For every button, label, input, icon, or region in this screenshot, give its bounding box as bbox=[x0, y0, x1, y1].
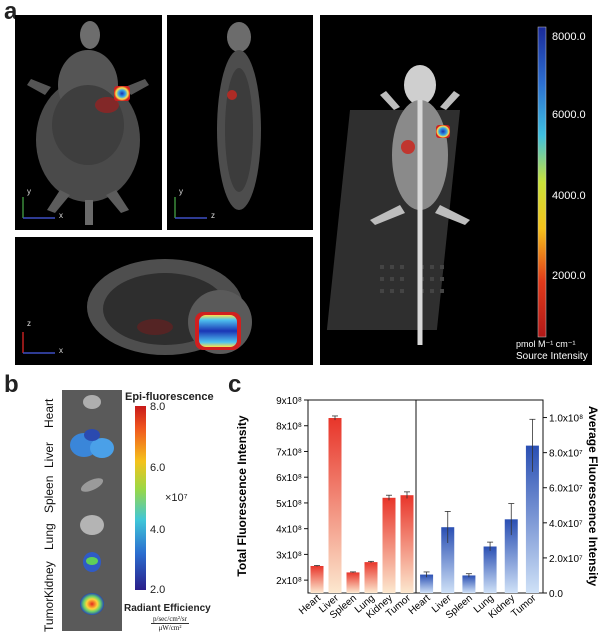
bar-total-kidney bbox=[382, 497, 396, 593]
right-tick-label: 1.0x10⁸ bbox=[549, 414, 583, 425]
bar-total-liver bbox=[328, 418, 342, 593]
left-tick-label: 5x10⁸ bbox=[276, 499, 302, 510]
colorbar-tick: 4000.0 bbox=[552, 190, 586, 202]
right-tick-label: 0.0 bbox=[549, 589, 563, 600]
ct-view-coronal: y x bbox=[15, 15, 162, 230]
fluorescence-spot bbox=[114, 86, 130, 101]
left-tick-label: 9x10⁸ bbox=[276, 396, 302, 407]
right-tick-label: 6.0x10⁷ bbox=[549, 484, 583, 495]
axis-v-label: y bbox=[27, 187, 31, 196]
organ-label-kidney: Kidney bbox=[42, 561, 56, 598]
colorbar-unit: pmol M⁻¹ cm⁻¹ bbox=[516, 339, 576, 349]
lung-sample bbox=[80, 515, 104, 535]
source-intensity-colorbar bbox=[537, 26, 547, 338]
bar-total-heart bbox=[310, 565, 324, 593]
ct-view-3d: 8000.0 6000.0 4000.0 2000.0 pmol M⁻¹ cm⁻… bbox=[320, 15, 592, 365]
right-axis-label: Average Fluorescence Intensity bbox=[586, 406, 600, 587]
right-tick-label: 2.0x10⁷ bbox=[549, 554, 583, 565]
colorbar-title: Source Intensity bbox=[516, 351, 588, 362]
organ-label-liver: Liver bbox=[42, 441, 56, 468]
category-label-right: Heart bbox=[407, 593, 433, 617]
bar-average-heart bbox=[420, 574, 434, 593]
left-tick-label: 3x10⁸ bbox=[276, 550, 302, 561]
organ-label-tumor: Tumor bbox=[42, 597, 56, 632]
epi-colorbar-multiplier: ×10⁷ bbox=[165, 492, 188, 504]
epi-colorbar bbox=[135, 406, 146, 590]
unit-denominator: μW/cm² bbox=[158, 624, 182, 632]
left-tick-label: 7x10⁸ bbox=[276, 447, 302, 458]
ct-coronal-image bbox=[22, 21, 149, 225]
axis-v-label: y bbox=[179, 187, 183, 196]
ct-transverse-image bbox=[22, 259, 252, 355]
organ-label-spleen: Spleen bbox=[42, 475, 56, 513]
panel-c-letter: c bbox=[228, 371, 242, 398]
left-tick-label: 6x10⁸ bbox=[276, 473, 302, 484]
epi-colorbar-title: Epi-fluorescence bbox=[125, 391, 214, 403]
colorbar-tick: 8000.0 bbox=[552, 31, 586, 43]
colorbar-tick: 2000.0 bbox=[552, 270, 586, 282]
left-tick-label: 4x10⁸ bbox=[276, 525, 302, 536]
bar-average-kidney bbox=[504, 519, 518, 593]
fluorescence-spot bbox=[436, 125, 450, 138]
epi-colorbar-tick: 6.0 bbox=[150, 462, 166, 474]
right-tick-label: 4.0x10⁷ bbox=[549, 519, 583, 530]
bar-total-spleen bbox=[346, 572, 360, 593]
left-tick-label: 8x10⁸ bbox=[276, 422, 302, 433]
bar-average-lung bbox=[483, 546, 497, 593]
ex-vivo-organ-image bbox=[62, 390, 122, 631]
bar-average-liver bbox=[441, 527, 455, 593]
spleen-sample bbox=[80, 478, 104, 492]
tumor-sample bbox=[80, 593, 104, 615]
left-axis-label: Total Fluorescence Intensity bbox=[235, 415, 249, 576]
ct-sagittal-image bbox=[174, 22, 261, 219]
epi-colorbar-unit: p/sec/cm²/sr μW/cm² bbox=[130, 615, 210, 632]
panel-b-letter: b bbox=[4, 371, 19, 398]
fluorescence-bar-chart: Total Fluorescence Intensity Average Flu… bbox=[235, 396, 600, 621]
axis-h-label: x bbox=[59, 211, 63, 220]
organ-label-lung: Lung bbox=[42, 523, 56, 550]
heart-sample bbox=[83, 395, 101, 409]
unit-numerator: p/sec/cm²/sr bbox=[151, 615, 189, 624]
ct-view-transverse: z x bbox=[15, 237, 313, 365]
fluorescence-spot bbox=[227, 90, 237, 100]
ct-3d-image bbox=[326, 26, 547, 345]
category-label-right: Tumor bbox=[509, 592, 538, 619]
right-tick-label: 8.0x10⁷ bbox=[549, 449, 583, 460]
axis-h-label: x bbox=[59, 346, 63, 355]
bar-average-tumor bbox=[525, 445, 539, 593]
organ-fluorescence-image bbox=[70, 395, 114, 615]
epi-colorbar-tick: 4.0 bbox=[150, 524, 166, 536]
epi-colorbar-footer: Radiant Efficiency bbox=[124, 603, 211, 614]
organ-label-heart: Heart bbox=[42, 398, 56, 428]
left-tick-label: 2x10⁸ bbox=[276, 576, 302, 587]
axis-v-label: z bbox=[27, 319, 31, 328]
bar-total-lung bbox=[364, 562, 378, 593]
bar-total-tumor bbox=[400, 495, 414, 593]
panel-a-letter: a bbox=[4, 0, 18, 25]
bar-average-spleen bbox=[462, 575, 476, 593]
colorbar-tick: 6000.0 bbox=[552, 109, 586, 121]
epi-colorbar-tick: 2.0 bbox=[150, 584, 166, 596]
epi-colorbar-tick: 8.0 bbox=[150, 401, 166, 413]
axis-h-label: z bbox=[211, 211, 215, 220]
ct-view-sagittal: y z bbox=[167, 15, 313, 230]
